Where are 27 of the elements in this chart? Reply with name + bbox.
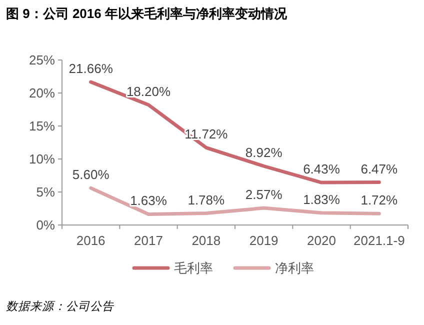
legend-label: 毛利率 [174,260,213,276]
y-tick-label: 5% [36,184,56,200]
data-label: 1.72% [360,192,398,208]
title: 图 9：公司 2016 年以来毛利率与净利率变动情况 [6,6,287,21]
data-label: 6.43% [303,162,340,177]
annotation: 数据来源：公司公告 [6,301,114,313]
x-tick-label: 2020 [307,233,336,248]
y-tick-label: 15% [28,118,56,134]
data-label: 21.66% [68,61,114,76]
data-label: 6.47% [360,161,398,176]
y-tick-label: 20% [28,86,56,100]
y-tick-label: 10% [28,152,56,166]
y-tick-label: 25% [28,52,56,68]
data-label: 8.92% [245,145,283,160]
x-tick-label: 2019 [249,233,278,248]
data-label: 1.83% [303,192,340,207]
x-tick-label: 2018 [192,233,221,248]
data-label: 18.20% [126,84,171,99]
data-label: 1.78% [188,192,226,208]
x-tick-label: 2021.1-9 [354,233,405,248]
x-tick-label: 2017 [134,233,163,248]
x-tick-label: 2016 [76,233,106,248]
data-label: 2.57% [245,187,283,202]
legend-label: 净利率 [275,260,314,276]
data-label: 5.60% [72,167,110,182]
y-tick-label: 0% [36,218,56,232]
data-label: 1.63% [130,193,168,208]
